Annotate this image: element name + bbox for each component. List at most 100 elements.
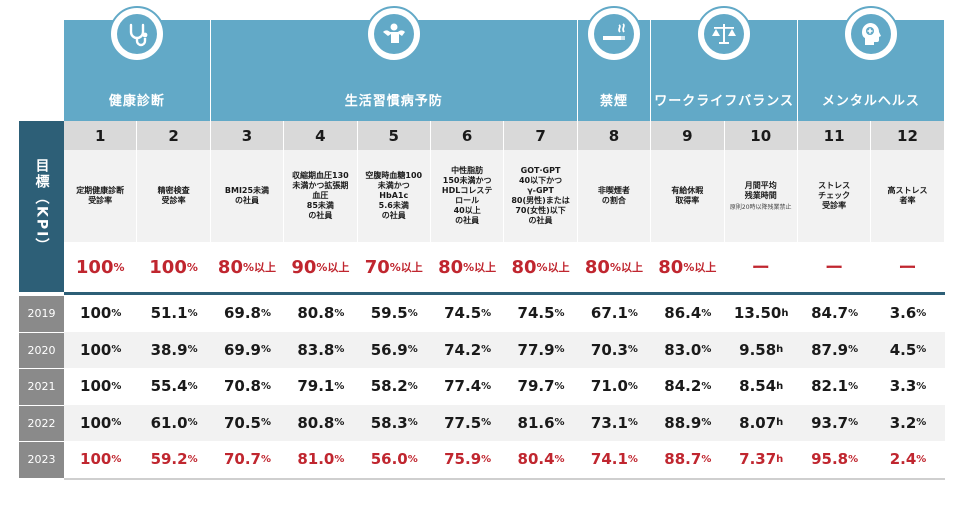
value-unit: %: [260, 307, 271, 319]
value-cell: 9.58 h: [724, 331, 798, 368]
year-row-2023: 2023 100% 59.2% 70.7% 81.0% 56.0% 75.9% 80.4% 74…: [19, 441, 945, 478]
value-number: 74.5: [517, 304, 555, 323]
kpi-description-line: 有給休暇: [671, 186, 704, 195]
balance-scale-icon: [696, 6, 753, 62]
kpi-description-line: 70(女性)以下: [515, 206, 566, 215]
value-cell: 75.9%: [431, 441, 504, 478]
value-cell: 100%: [64, 441, 137, 478]
value-cell: 58.3%: [357, 404, 431, 441]
kpi-target: 80 %以上: [651, 242, 725, 292]
value-cell: 70.3%: [577, 331, 652, 368]
kpi-description-line: の社員: [381, 211, 406, 220]
value-cell: 67.1%: [578, 295, 651, 332]
category-title: メンタルヘルス: [821, 94, 920, 109]
kpi-description: 非喫煙者 の割合: [577, 150, 652, 242]
kpi-description: 高ストレス 者率: [871, 150, 945, 242]
value-unit: %: [848, 453, 859, 465]
kpi-target: 100%: [64, 242, 138, 292]
value-unit: %: [334, 307, 345, 319]
kpi-description-line: 非喫煙者: [597, 186, 630, 195]
kpi-number: 4: [284, 121, 358, 150]
kpi-description: ストレス チェック 受診率: [797, 150, 872, 242]
value-cell: 74.2%: [430, 331, 505, 368]
value-cell: 95.8%: [798, 441, 871, 478]
value-number: 56.0: [370, 450, 408, 469]
kpi-description: 収縮期血圧130 未満かつ拡張期 血圧 85未満 の社員: [284, 150, 358, 242]
kpi-description-line: 者率: [899, 196, 916, 205]
value-unit: %: [916, 417, 927, 429]
value-number: 84.7: [811, 304, 849, 323]
value-unit: %: [334, 344, 345, 356]
value-cell: 74.1%: [578, 441, 651, 478]
year-label: 2019: [19, 295, 64, 332]
kpi-columns: 1 2 3 4 5 6 7 8 9 10 11 12 定期健康診断 受診率 精密検査 受診率 BMI25未満の…: [64, 121, 945, 292]
value-cell: 69.9%: [210, 331, 285, 368]
kpi-description-line: ロール: [455, 196, 480, 205]
category-cigarette: 禁煙: [577, 6, 652, 121]
value-cell: 71.0%: [578, 368, 651, 405]
kpi-description-line: 高ストレス: [887, 186, 928, 195]
value-cell: 100%: [64, 331, 138, 368]
value-number: 74.2: [444, 340, 482, 359]
value-unit: h: [781, 307, 789, 319]
value-cell: 73.1%: [577, 404, 652, 441]
value-number: 3.6: [889, 304, 917, 323]
kpi-description-line: 40以下かつ: [518, 176, 563, 185]
year-row-2019: 2019 100% 51.1% 69.8% 80.8% 59.5% 74.5% 74.5% 67…: [19, 295, 945, 332]
kpi-description-line: 受診率: [161, 196, 186, 205]
kpi-description-line: ストレス: [818, 181, 851, 190]
value-number: 67.1: [590, 304, 628, 323]
value-cell: 77.9%: [504, 331, 578, 368]
kpi-description-line: 受診率: [822, 201, 847, 210]
kpi-number-row: 1 2 3 4 5 6 7 8 9 10 11 12: [64, 121, 945, 150]
value-cell: 82.1%: [798, 368, 871, 405]
value-number: 13.50: [733, 304, 782, 323]
year-label: 2021: [19, 368, 64, 405]
kpi-target-value: 80: [438, 256, 464, 278]
value-number: 73.1: [590, 413, 628, 432]
value-cell: 83.8%: [284, 331, 358, 368]
header-spacer: [19, 20, 64, 121]
value-number: 3.3: [889, 377, 917, 396]
value-unit: %: [481, 453, 492, 465]
category-title: 禁煙: [599, 94, 628, 109]
kpi-target-value: 100: [149, 256, 187, 278]
value-cell: 100%: [64, 404, 138, 441]
kpi-target-value: 80: [584, 256, 610, 278]
kpi-description-line: 定期健康診断: [76, 186, 125, 195]
value-number: 55.4: [150, 377, 188, 396]
value-cell: 59.5%: [358, 295, 431, 332]
value-number: 86.4: [664, 304, 702, 323]
value-unit: %: [187, 417, 198, 429]
kpi-number: 2: [137, 121, 211, 150]
value-cell: 81.6%: [504, 404, 578, 441]
value-number: 100: [80, 377, 112, 396]
value-unit: %: [407, 453, 418, 465]
kpi-target-row: 100% 100% 80 %以上 90 %以上 70 %以上 80 %以上 80 %以上 80 %以上 80…: [64, 242, 945, 292]
kpi-description-line: 受診率: [88, 196, 113, 205]
value-number: 83.8: [297, 340, 335, 359]
value-number: 79.7: [517, 377, 555, 396]
kpi-target-unit: %以上: [389, 261, 423, 274]
value-unit: %: [481, 417, 492, 429]
value-cell: 58.2%: [358, 368, 431, 405]
value-number: 59.2: [150, 450, 188, 469]
kpi-description-line: BMI25未満: [224, 186, 270, 195]
year-row-2022: 2022 100% 61.0% 70.5% 80.8% 58.3% 77.5% 81.6% 73…: [19, 404, 945, 441]
kpi-number: 11: [797, 121, 872, 150]
value-cell: 79.7%: [504, 368, 577, 405]
kpi-description: 月間平均 残業時間 原則20時以降残業禁止: [724, 150, 798, 242]
value-unit: %: [111, 307, 122, 319]
kpi-target-value: 80: [217, 256, 243, 278]
kpi-description-note: 原則20時以降残業禁止: [729, 203, 792, 211]
kpi-number: 9: [651, 121, 725, 150]
value-unit: %: [554, 307, 565, 319]
value-number: 51.1: [150, 304, 188, 323]
value-number: 69.8: [223, 304, 261, 323]
value-cell: 8.07 h: [724, 404, 798, 441]
kpi-target-value: ー: [825, 258, 844, 279]
value-number: 100: [80, 450, 112, 469]
kpi-description: 空腹時血糖100 未満かつ HbA1c 5.6未満 の社員: [357, 150, 431, 242]
value-unit: %: [627, 380, 638, 392]
kpi-label: 目標（KPI）: [19, 121, 64, 292]
